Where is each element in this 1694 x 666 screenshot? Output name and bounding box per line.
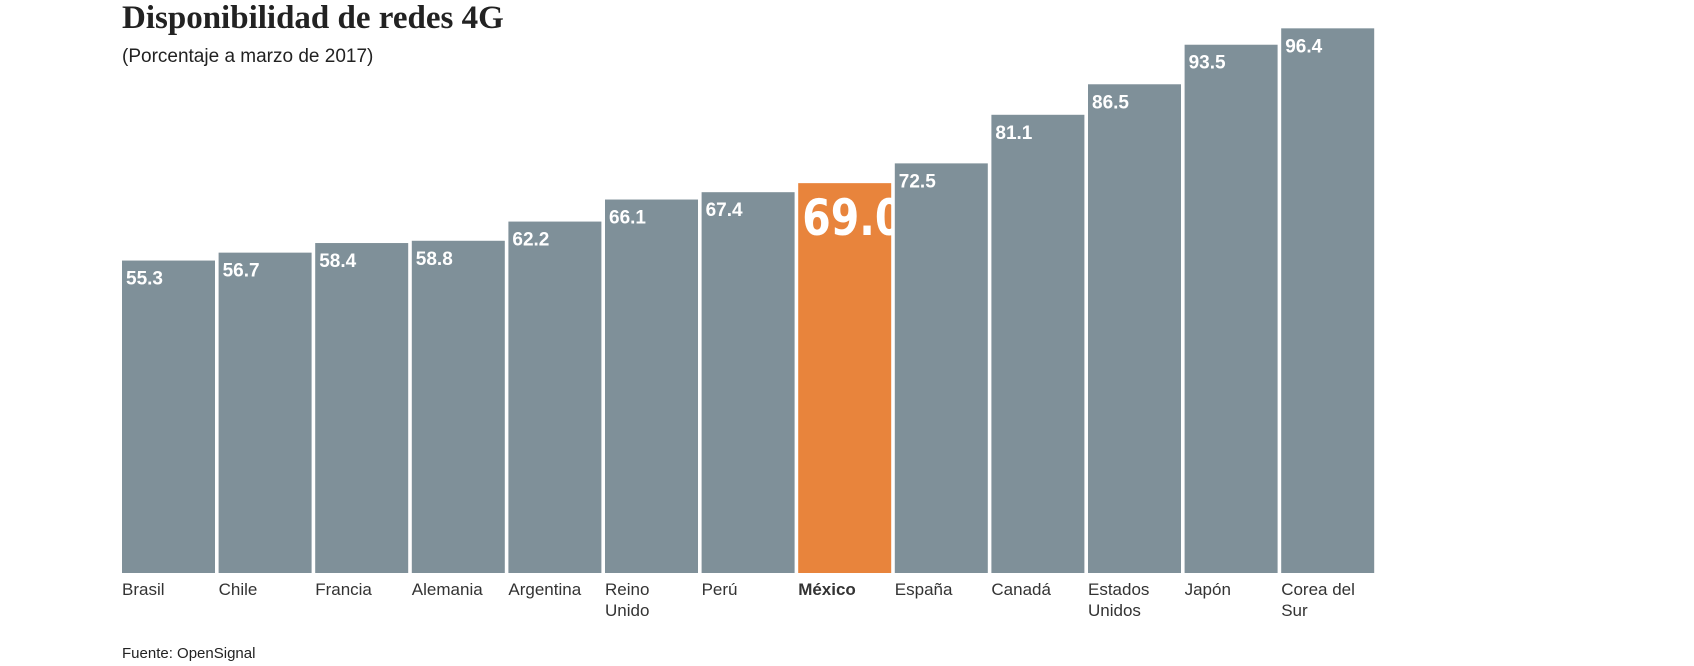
value-label: 96.4 bbox=[1285, 36, 1322, 57]
bar bbox=[218, 252, 312, 573]
x-tick-label: México bbox=[798, 580, 856, 599]
value-label: 69.0 bbox=[802, 189, 903, 247]
value-label: 62.2 bbox=[512, 230, 549, 251]
x-tick-label: Canadá bbox=[991, 580, 1051, 599]
value-label: 86.5 bbox=[1092, 92, 1129, 113]
bar bbox=[1088, 84, 1181, 574]
bar bbox=[315, 243, 409, 574]
x-tick-label: Chile bbox=[218, 580, 258, 599]
value-label: 56.7 bbox=[223, 261, 260, 282]
bar bbox=[894, 163, 988, 573]
x-tick-label: Perú bbox=[701, 580, 738, 599]
value-label: 55.3 bbox=[126, 269, 163, 290]
value-label: 72.5 bbox=[899, 171, 936, 192]
bar bbox=[1184, 44, 1278, 574]
value-label: 81.1 bbox=[995, 123, 1032, 144]
chart-subtitle: (Porcentaje a marzo de 2017) bbox=[122, 46, 374, 67]
x-tick-label: Corea del Sur bbox=[1281, 580, 1355, 620]
x-tick-label: Estados Unidos bbox=[1088, 580, 1150, 620]
bar bbox=[411, 240, 505, 573]
value-label: 66.1 bbox=[609, 208, 646, 229]
x-tick-label: España bbox=[894, 580, 953, 599]
value-label: 67.4 bbox=[706, 200, 743, 221]
bar bbox=[991, 114, 1085, 573]
bar bbox=[701, 192, 795, 573]
bar bbox=[605, 199, 698, 573]
bar bbox=[122, 260, 215, 573]
value-label: 58.4 bbox=[319, 251, 356, 272]
bar bbox=[1281, 28, 1375, 573]
bar bbox=[508, 221, 602, 573]
x-tick-label: Brasil bbox=[122, 580, 165, 599]
value-label: 93.5 bbox=[1189, 53, 1226, 74]
bar bbox=[798, 183, 892, 573]
x-tick-label: Japón bbox=[1184, 580, 1231, 599]
x-tick-label: Argentina bbox=[508, 580, 582, 599]
chart-title: Disponibilidad de redes 4G bbox=[122, 0, 504, 36]
value-label: 58.8 bbox=[416, 249, 453, 270]
source: Fuente: OpenSignal bbox=[122, 645, 256, 662]
x-tick-label: Alemania bbox=[411, 580, 483, 599]
x-tick-label: Reino Unido bbox=[605, 580, 650, 620]
x-tick-label: Francia bbox=[315, 580, 372, 599]
